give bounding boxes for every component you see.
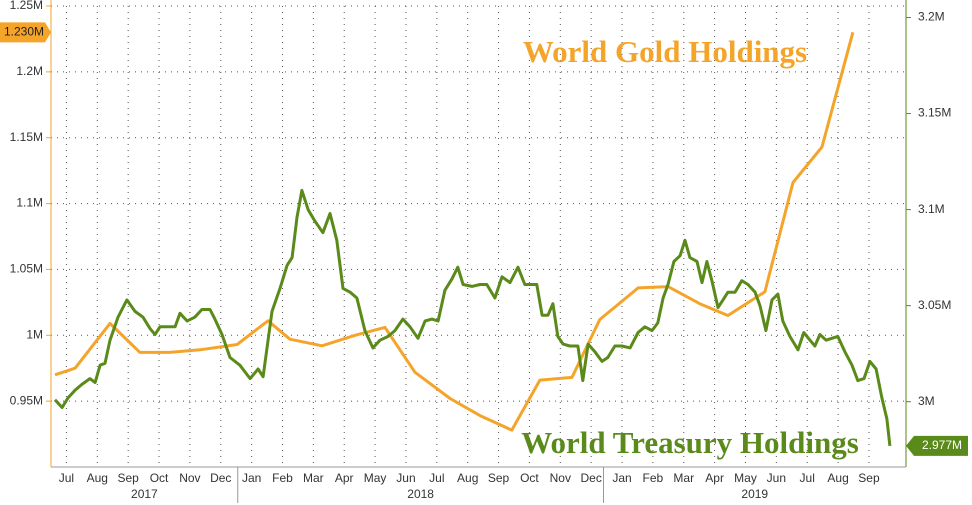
annotation: World Treasury Holdings [521, 425, 859, 460]
x-tick-label: Nov [550, 471, 571, 485]
end-value-label: 2.977M [922, 438, 962, 452]
y-tick-label: 1.15M [10, 130, 43, 144]
x-tick-label: Oct [150, 471, 169, 485]
x-tick-label: Feb [272, 471, 293, 485]
x-tick-label: Sep [117, 471, 139, 485]
x-tick-label: Jun [767, 471, 786, 485]
y2-tick-label: 3.05M [918, 298, 951, 312]
end-value-tag: 2.977M [906, 435, 968, 456]
x-tick-label: Dec [210, 471, 231, 485]
y2-tick-label: 3.1M [918, 202, 945, 216]
y-tick-label: 1.05M [10, 262, 43, 276]
x-tick-label: Oct [520, 471, 539, 485]
year-label: 2017 [131, 487, 158, 501]
end-value-box [0, 22, 51, 43]
year-label: 2018 [407, 487, 434, 501]
x-tick-label: Jul [429, 471, 444, 485]
x-tick-label: May [364, 471, 387, 485]
x-tick-label: Aug [87, 471, 108, 485]
x-tick-label: Sep [488, 471, 510, 485]
y-tick-label: 1M [26, 327, 43, 341]
x-tick-label: Mar [673, 471, 694, 485]
end-value-label: 1.230M [4, 25, 44, 39]
end-value-tag: 1.230M [0, 22, 51, 43]
x-tick-label: Jan [242, 471, 261, 485]
x-tick-label: Jul [59, 471, 74, 485]
x-tick-label: May [734, 471, 757, 485]
annotation: World Gold Holdings [523, 34, 807, 69]
series-line [53, 188, 892, 447]
y-tick-label: 1.25M [10, 0, 43, 12]
x-tick-label: Nov [179, 471, 200, 485]
y2-tick-label: 3M [918, 394, 935, 408]
y-tick-label: 1.2M [16, 64, 43, 78]
x-tick-label: Jan [612, 471, 631, 485]
y-tick-label: 1.1M [16, 196, 43, 210]
x-tick-label: Apr [335, 471, 354, 485]
x-tick-label: Apr [705, 471, 724, 485]
x-tick-label: Aug [457, 471, 478, 485]
x-tick-label: Jun [396, 471, 415, 485]
x-tick-label: Mar [303, 471, 324, 485]
x-tick-label: Jul [800, 471, 815, 485]
series-line [54, 31, 855, 432]
x-tick-label: Feb [643, 471, 664, 485]
year-label: 2019 [741, 487, 768, 501]
end-value-box [906, 435, 968, 456]
y2-tick-label: 3.15M [918, 106, 951, 120]
x-tick-label: Aug [827, 471, 848, 485]
y-tick-label: 0.95M [10, 393, 43, 407]
x-tick-label: Dec [580, 471, 601, 485]
y2-tick-label: 3.2M [918, 10, 945, 24]
x-tick-label: Sep [858, 471, 880, 485]
